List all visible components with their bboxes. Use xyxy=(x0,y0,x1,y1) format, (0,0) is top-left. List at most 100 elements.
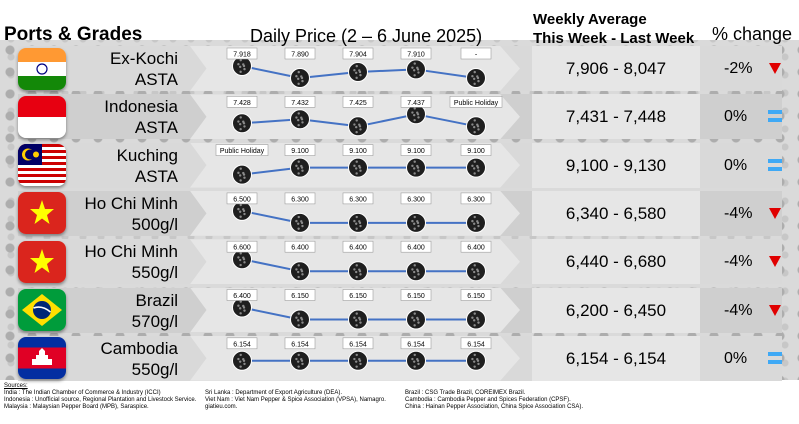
peppercorn-marker xyxy=(406,309,426,330)
peppercorn-speck xyxy=(238,210,242,213)
price-line-segment xyxy=(415,68,477,79)
peppercorn-speck xyxy=(242,256,245,259)
peppercorn-speck xyxy=(411,357,414,361)
percent-change-cell: -4% xyxy=(706,239,782,284)
malaysia-flag-icon xyxy=(18,144,66,187)
peppercorn-speck xyxy=(242,171,245,175)
peppercorn-speck xyxy=(413,365,416,368)
peppercorn-speck xyxy=(238,360,242,363)
peppercorn-speck xyxy=(238,174,242,177)
data-label-box xyxy=(460,192,492,205)
weekly-average-header: Weekly Average xyxy=(533,11,647,28)
peppercorn-speck xyxy=(239,58,242,62)
grade-name: 570g/l xyxy=(131,311,178,331)
peppercorn-speck xyxy=(471,75,474,78)
equal-icon xyxy=(768,349,782,367)
peppercorn-speck xyxy=(477,79,480,83)
peppercorn-speck xyxy=(238,307,242,310)
peppercorn-marker xyxy=(348,309,368,330)
peppercorn-speck xyxy=(300,164,303,168)
port-name: Ho Chi Minh xyxy=(84,242,178,262)
data-label-box xyxy=(226,289,258,301)
data-label-box xyxy=(226,240,258,253)
peppercorn-speck xyxy=(412,360,416,363)
peppercorn-speck xyxy=(295,164,298,168)
peppercorn-speck xyxy=(359,169,362,172)
port-name: Ho Chi Minh xyxy=(84,193,178,213)
peppercorn-speck xyxy=(358,316,361,320)
peppercorn-speck xyxy=(301,169,304,172)
peppercorn-speck xyxy=(476,164,479,168)
weekly-average-value: 7,431 - 7,448 xyxy=(532,94,700,140)
peppercorn-speck xyxy=(296,222,300,225)
data-label-box xyxy=(460,144,492,156)
peppercorn-speck xyxy=(297,160,300,163)
peppercorn-speck xyxy=(238,258,242,262)
grade-name: 500g/l xyxy=(131,214,178,234)
peppercorn-speck xyxy=(413,353,416,357)
peppercorn-speck xyxy=(243,176,246,179)
source-line: China : Hainan Pepper Association, China… xyxy=(405,404,584,410)
percent-change-cell: 0% xyxy=(706,336,782,381)
percent-change-value: -4% xyxy=(724,204,753,222)
peppercorn-speck xyxy=(417,273,420,276)
peppercorn-speck xyxy=(472,77,476,81)
peppercorn-speck xyxy=(297,172,300,175)
data-label-box xyxy=(400,47,432,60)
peppercorn-speck xyxy=(413,215,416,219)
data-label-box xyxy=(284,240,316,253)
peppercorn-speck xyxy=(411,66,414,69)
data-label: 6.150 xyxy=(291,293,309,300)
peppercorn-speck xyxy=(411,316,414,319)
data-label: 7.428 xyxy=(233,100,251,107)
peppercorn-speck xyxy=(471,357,474,361)
peppercorn-speck xyxy=(297,112,300,115)
peppercorn-speck xyxy=(355,119,358,122)
peppercorn-speck xyxy=(473,365,476,368)
peppercorn-marker xyxy=(406,350,426,371)
peppercorn-speck xyxy=(354,319,358,322)
data-label: 7.437 xyxy=(407,100,425,107)
data-label-box xyxy=(226,47,258,60)
peppercorn-speck xyxy=(477,169,480,172)
peppercorn-speck xyxy=(297,123,300,127)
source-line: Malaysia : Malaysian Pepper Board (MPB),… xyxy=(4,404,149,410)
peppercorn-speck xyxy=(359,128,362,131)
peppercorn-speck xyxy=(300,316,303,320)
peppercorn-speck xyxy=(301,273,304,276)
peppercorn-speck xyxy=(359,224,362,228)
peppercorn-speck xyxy=(239,116,242,119)
peppercorn-speck xyxy=(296,270,300,274)
data-label-box xyxy=(400,192,432,205)
peppercorn-speck xyxy=(413,118,416,122)
peppercorn-speck xyxy=(296,319,300,322)
peppercorn-speck xyxy=(476,75,479,78)
peppercorn-marker xyxy=(290,68,310,88)
peppercorn-speck xyxy=(355,172,358,175)
peppercorn-speck xyxy=(355,130,358,134)
peppercorn-speck xyxy=(239,312,242,315)
peppercorn-speck xyxy=(476,358,479,361)
peppercorn-speck xyxy=(297,215,300,219)
peppercorn-speck xyxy=(411,268,414,271)
peppercorn-speck xyxy=(297,353,300,357)
port-grade-label: Kuching ASTA xyxy=(70,145,178,187)
port-grade-label: Cambodia 550g/l xyxy=(70,338,179,380)
peppercorn-marker xyxy=(466,309,486,330)
peppercorn-speck xyxy=(297,70,300,74)
port-name: Kuching xyxy=(116,145,178,165)
peppercorn-speck xyxy=(237,256,240,259)
peppercorn-marker xyxy=(406,157,426,178)
peppercorn-speck xyxy=(239,263,242,267)
peppercorn-speck xyxy=(412,270,416,274)
data-label: 6.400 xyxy=(349,245,367,252)
down-arrow-icon xyxy=(769,304,781,316)
peppercorn-speck xyxy=(297,227,300,230)
peppercorn-speck xyxy=(411,164,414,168)
peppercorn-speck xyxy=(417,169,420,172)
peppercorn-speck xyxy=(477,128,480,131)
data-label-box xyxy=(226,337,258,350)
peppercorn-speck xyxy=(413,324,416,327)
data-label: 9.100 xyxy=(291,148,309,155)
percent-change-cell: 0% xyxy=(706,94,782,139)
